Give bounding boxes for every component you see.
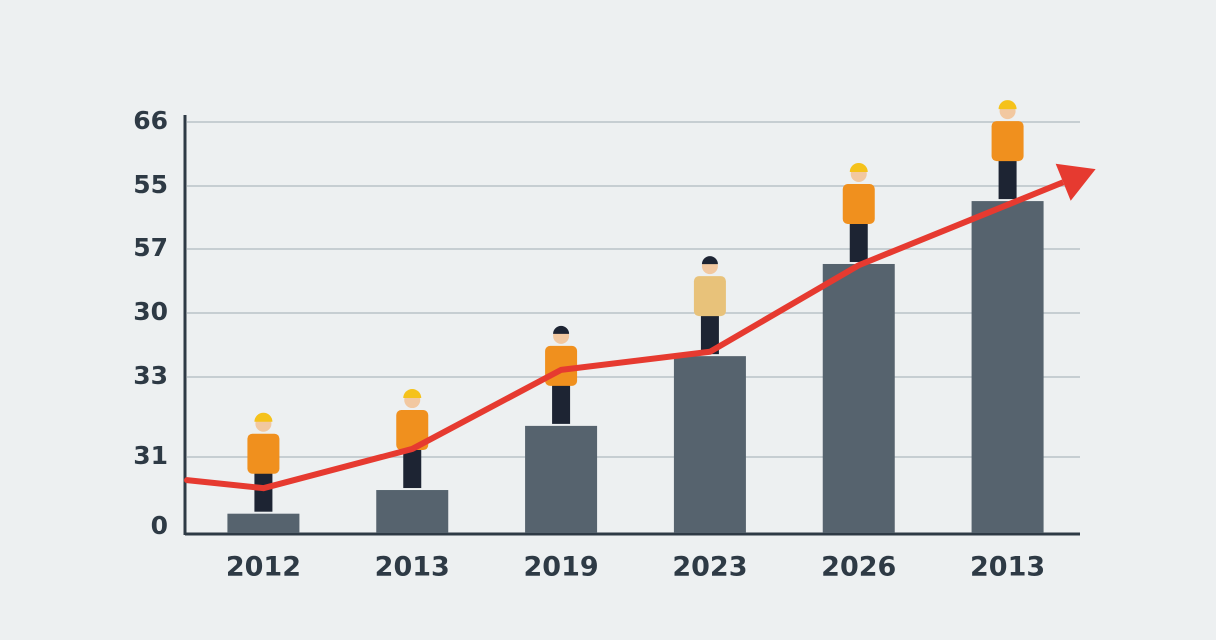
y-tick-label: 30: [133, 297, 168, 326]
helmet: [998, 100, 1017, 110]
bar: [971, 201, 1044, 533]
helmet: [254, 412, 273, 422]
bar: [673, 356, 746, 533]
arrow-shaft: [1006, 179, 1065, 208]
legs: [254, 471, 273, 512]
bar: [822, 263, 895, 533]
legs: [552, 383, 571, 424]
hair: [553, 325, 570, 334]
legs: [403, 448, 422, 489]
bar: [376, 490, 449, 533]
hair: [701, 256, 718, 265]
worker-figure: [842, 162, 875, 262]
torso: [693, 276, 726, 317]
x-tick-label: 2013: [970, 552, 1045, 583]
bar: [227, 513, 300, 533]
bar: [525, 425, 598, 533]
y-tick-label: 33: [133, 361, 168, 390]
y-tick-label: 55: [133, 170, 168, 199]
legs: [849, 221, 868, 262]
x-tick-label: 2013: [375, 552, 450, 583]
y-tick-label: 66: [133, 106, 168, 135]
x-tick-label: 2012: [226, 552, 301, 583]
helmet: [849, 162, 868, 172]
x-tick-label: 2023: [672, 552, 747, 583]
x-tick-label: 2026: [821, 552, 896, 583]
legs: [700, 314, 719, 355]
y-tick-label: 0: [151, 511, 168, 540]
x-tick-label: 2019: [524, 552, 599, 583]
worker-figure: [991, 100, 1024, 200]
y-tick-label: 31: [133, 441, 168, 470]
y-tick-label: 57: [133, 233, 168, 262]
torso: [247, 433, 280, 474]
torso: [396, 410, 429, 451]
trend-line: [260, 201, 1011, 492]
torso: [842, 183, 875, 224]
worker-figure: [693, 256, 726, 355]
arrow-head: [1055, 163, 1096, 201]
torso: [991, 121, 1024, 162]
line-lead-in: [184, 477, 267, 492]
helmet: [403, 389, 422, 399]
worker-figure: [247, 412, 280, 512]
worker-figure: [396, 389, 429, 489]
legs: [998, 159, 1017, 200]
